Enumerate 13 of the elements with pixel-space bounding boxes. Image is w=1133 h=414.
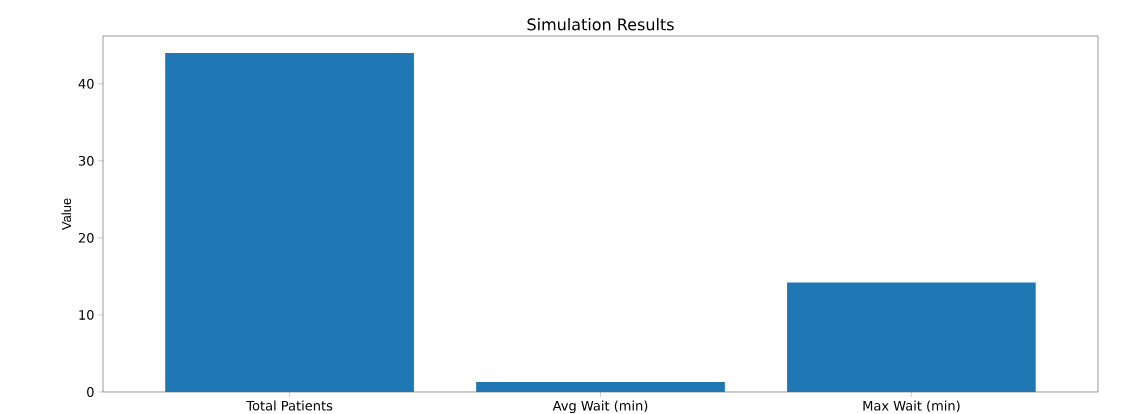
x-tick-label: Max Wait (min) bbox=[863, 400, 960, 413]
x-tick-label: Total Patients bbox=[246, 400, 333, 411]
x-tick-label: Avg Wait (min) bbox=[552, 400, 648, 414]
bar bbox=[787, 282, 1036, 392]
y-tick-label: 10 bbox=[79, 310, 94, 320]
y-tick-label: 40 bbox=[78, 78, 94, 89]
y-axis-title: Value bbox=[61, 198, 72, 231]
y-tick-label: 30 bbox=[78, 155, 94, 166]
bar bbox=[476, 381, 725, 392]
y-tick-label: 0 bbox=[87, 387, 94, 397]
bar bbox=[165, 52, 414, 392]
chart-title: Simulation Results bbox=[527, 18, 674, 31]
y-tick-label: 20 bbox=[78, 232, 94, 243]
